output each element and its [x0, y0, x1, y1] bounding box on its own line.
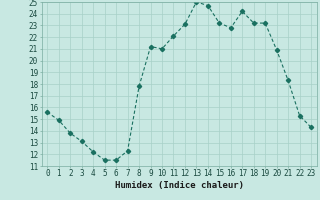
X-axis label: Humidex (Indice chaleur): Humidex (Indice chaleur)	[115, 181, 244, 190]
